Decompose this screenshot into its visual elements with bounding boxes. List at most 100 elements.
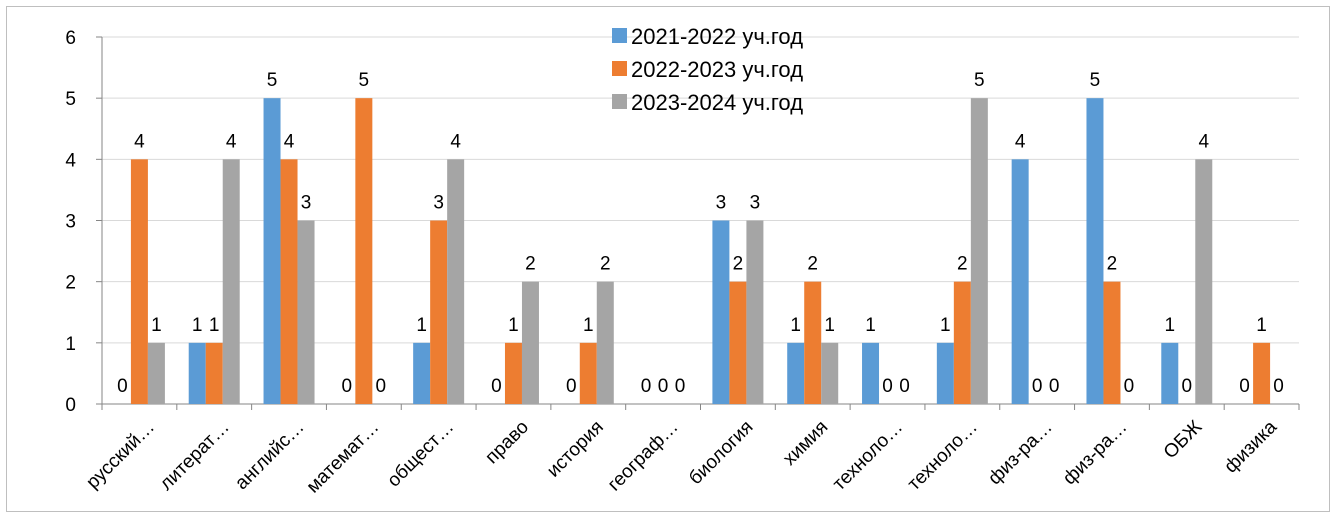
data-label: 2	[600, 254, 611, 275]
y-tick-label: 0	[65, 395, 76, 416]
data-label: 1	[1164, 315, 1175, 336]
data-label: 3	[301, 193, 312, 214]
bar	[521, 281, 539, 404]
x-tick-label: английс…	[231, 417, 308, 494]
y-tick-label: 5	[65, 89, 76, 110]
data-label: 4	[450, 131, 461, 152]
legend: 2021-2022 уч.год 2022-2023 уч.год 2023-202…	[612, 24, 803, 115]
bar	[804, 281, 822, 404]
data-label: 5	[974, 70, 985, 91]
x-tick-label: ОБЖ	[1160, 416, 1207, 463]
bar	[787, 342, 805, 404]
legend-entry: 2022-2023 уч.год	[631, 57, 803, 82]
data-label: 3	[716, 193, 727, 214]
data-label: 1	[209, 315, 220, 336]
data-label: 0	[1239, 376, 1250, 397]
bar	[729, 281, 747, 404]
bar	[430, 220, 448, 404]
bar	[596, 281, 614, 404]
bar	[1086, 98, 1104, 405]
legend-swatch	[612, 61, 627, 76]
data-label: 4	[284, 131, 295, 152]
data-label: 5	[1090, 70, 1101, 91]
bar	[1103, 281, 1121, 404]
bar	[746, 220, 764, 404]
x-tick-label: географ…	[604, 417, 683, 496]
bar	[297, 220, 315, 404]
legend-swatch	[612, 94, 627, 109]
bars	[130, 98, 1271, 405]
bar	[188, 342, 206, 404]
bar	[936, 342, 954, 404]
data-label: 0	[658, 376, 669, 397]
data-label: 2	[733, 254, 744, 275]
y-tick-label: 6	[65, 28, 76, 49]
data-label: 0	[342, 376, 353, 397]
y-tick-label: 4	[65, 150, 76, 171]
data-label: 5	[359, 70, 370, 91]
bar	[205, 342, 223, 404]
x-axis: русский…литерат…английс…математ… общест… п…	[82, 403, 1300, 498]
bar	[712, 220, 730, 404]
data-label: 1	[151, 315, 162, 336]
data-label: 2	[957, 254, 968, 275]
x-tick-label: техноло…	[904, 417, 982, 495]
data-label: 0	[117, 376, 128, 397]
x-tick-label: химия	[779, 417, 832, 470]
data-label: 1	[940, 315, 951, 336]
bar	[970, 98, 988, 405]
data-label: 1	[416, 315, 427, 336]
bar	[413, 342, 431, 404]
data-label: 0	[1273, 376, 1284, 397]
x-tick-label: математ…	[303, 417, 384, 498]
bar	[355, 98, 373, 405]
data-label: 5	[267, 70, 278, 91]
x-tick-label: биология	[685, 417, 757, 489]
data-label: 0	[566, 376, 577, 397]
data-label: 2	[807, 254, 818, 275]
x-tick-label: право	[481, 417, 533, 469]
y-tick-label: 1	[65, 334, 76, 355]
data-label: 4	[226, 131, 237, 152]
bar	[263, 98, 281, 405]
data-label: 1	[192, 315, 203, 336]
legend-entry: 2023-2024 уч.год	[631, 90, 803, 115]
legend-swatch	[612, 28, 627, 43]
data-label: 0	[1032, 376, 1043, 397]
data-label: 1	[508, 315, 519, 336]
bar	[1161, 342, 1179, 404]
x-tick-label: физ-ра…	[984, 417, 1056, 489]
data-label: 1	[790, 315, 801, 336]
bar	[862, 342, 880, 404]
data-label: 4	[1198, 131, 1209, 152]
y-axis: 0 1 2 3 4 5 6	[65, 28, 103, 416]
data-label: 1	[1256, 315, 1267, 336]
data-label: 4	[1015, 131, 1026, 152]
bar	[222, 159, 240, 404]
legend-entry: 2021-2022 уч.год	[631, 24, 803, 49]
data-label: 3	[750, 193, 761, 214]
bar	[130, 159, 148, 404]
y-tick-label: 2	[65, 273, 76, 294]
bar	[447, 159, 465, 404]
data-label: 0	[641, 376, 652, 397]
x-tick-label: литерат…	[156, 417, 234, 495]
data-label: 2	[1107, 254, 1118, 275]
data-label: 2	[525, 254, 536, 275]
bar	[147, 342, 165, 404]
data-label: 4	[134, 131, 145, 152]
data-label: 0	[1049, 376, 1060, 397]
y-tick-label: 3	[65, 212, 76, 233]
bar	[1195, 159, 1213, 404]
bar	[821, 342, 839, 404]
data-label: 0	[899, 376, 910, 397]
x-tick-label: общест…	[383, 417, 458, 492]
x-tick-label: русский…	[82, 417, 159, 494]
x-tick-label: физ-ра…	[1059, 417, 1131, 489]
data-label: 0	[491, 376, 502, 397]
bar	[1253, 342, 1271, 404]
data-label: 3	[433, 193, 444, 214]
data-label: 0	[675, 376, 686, 397]
